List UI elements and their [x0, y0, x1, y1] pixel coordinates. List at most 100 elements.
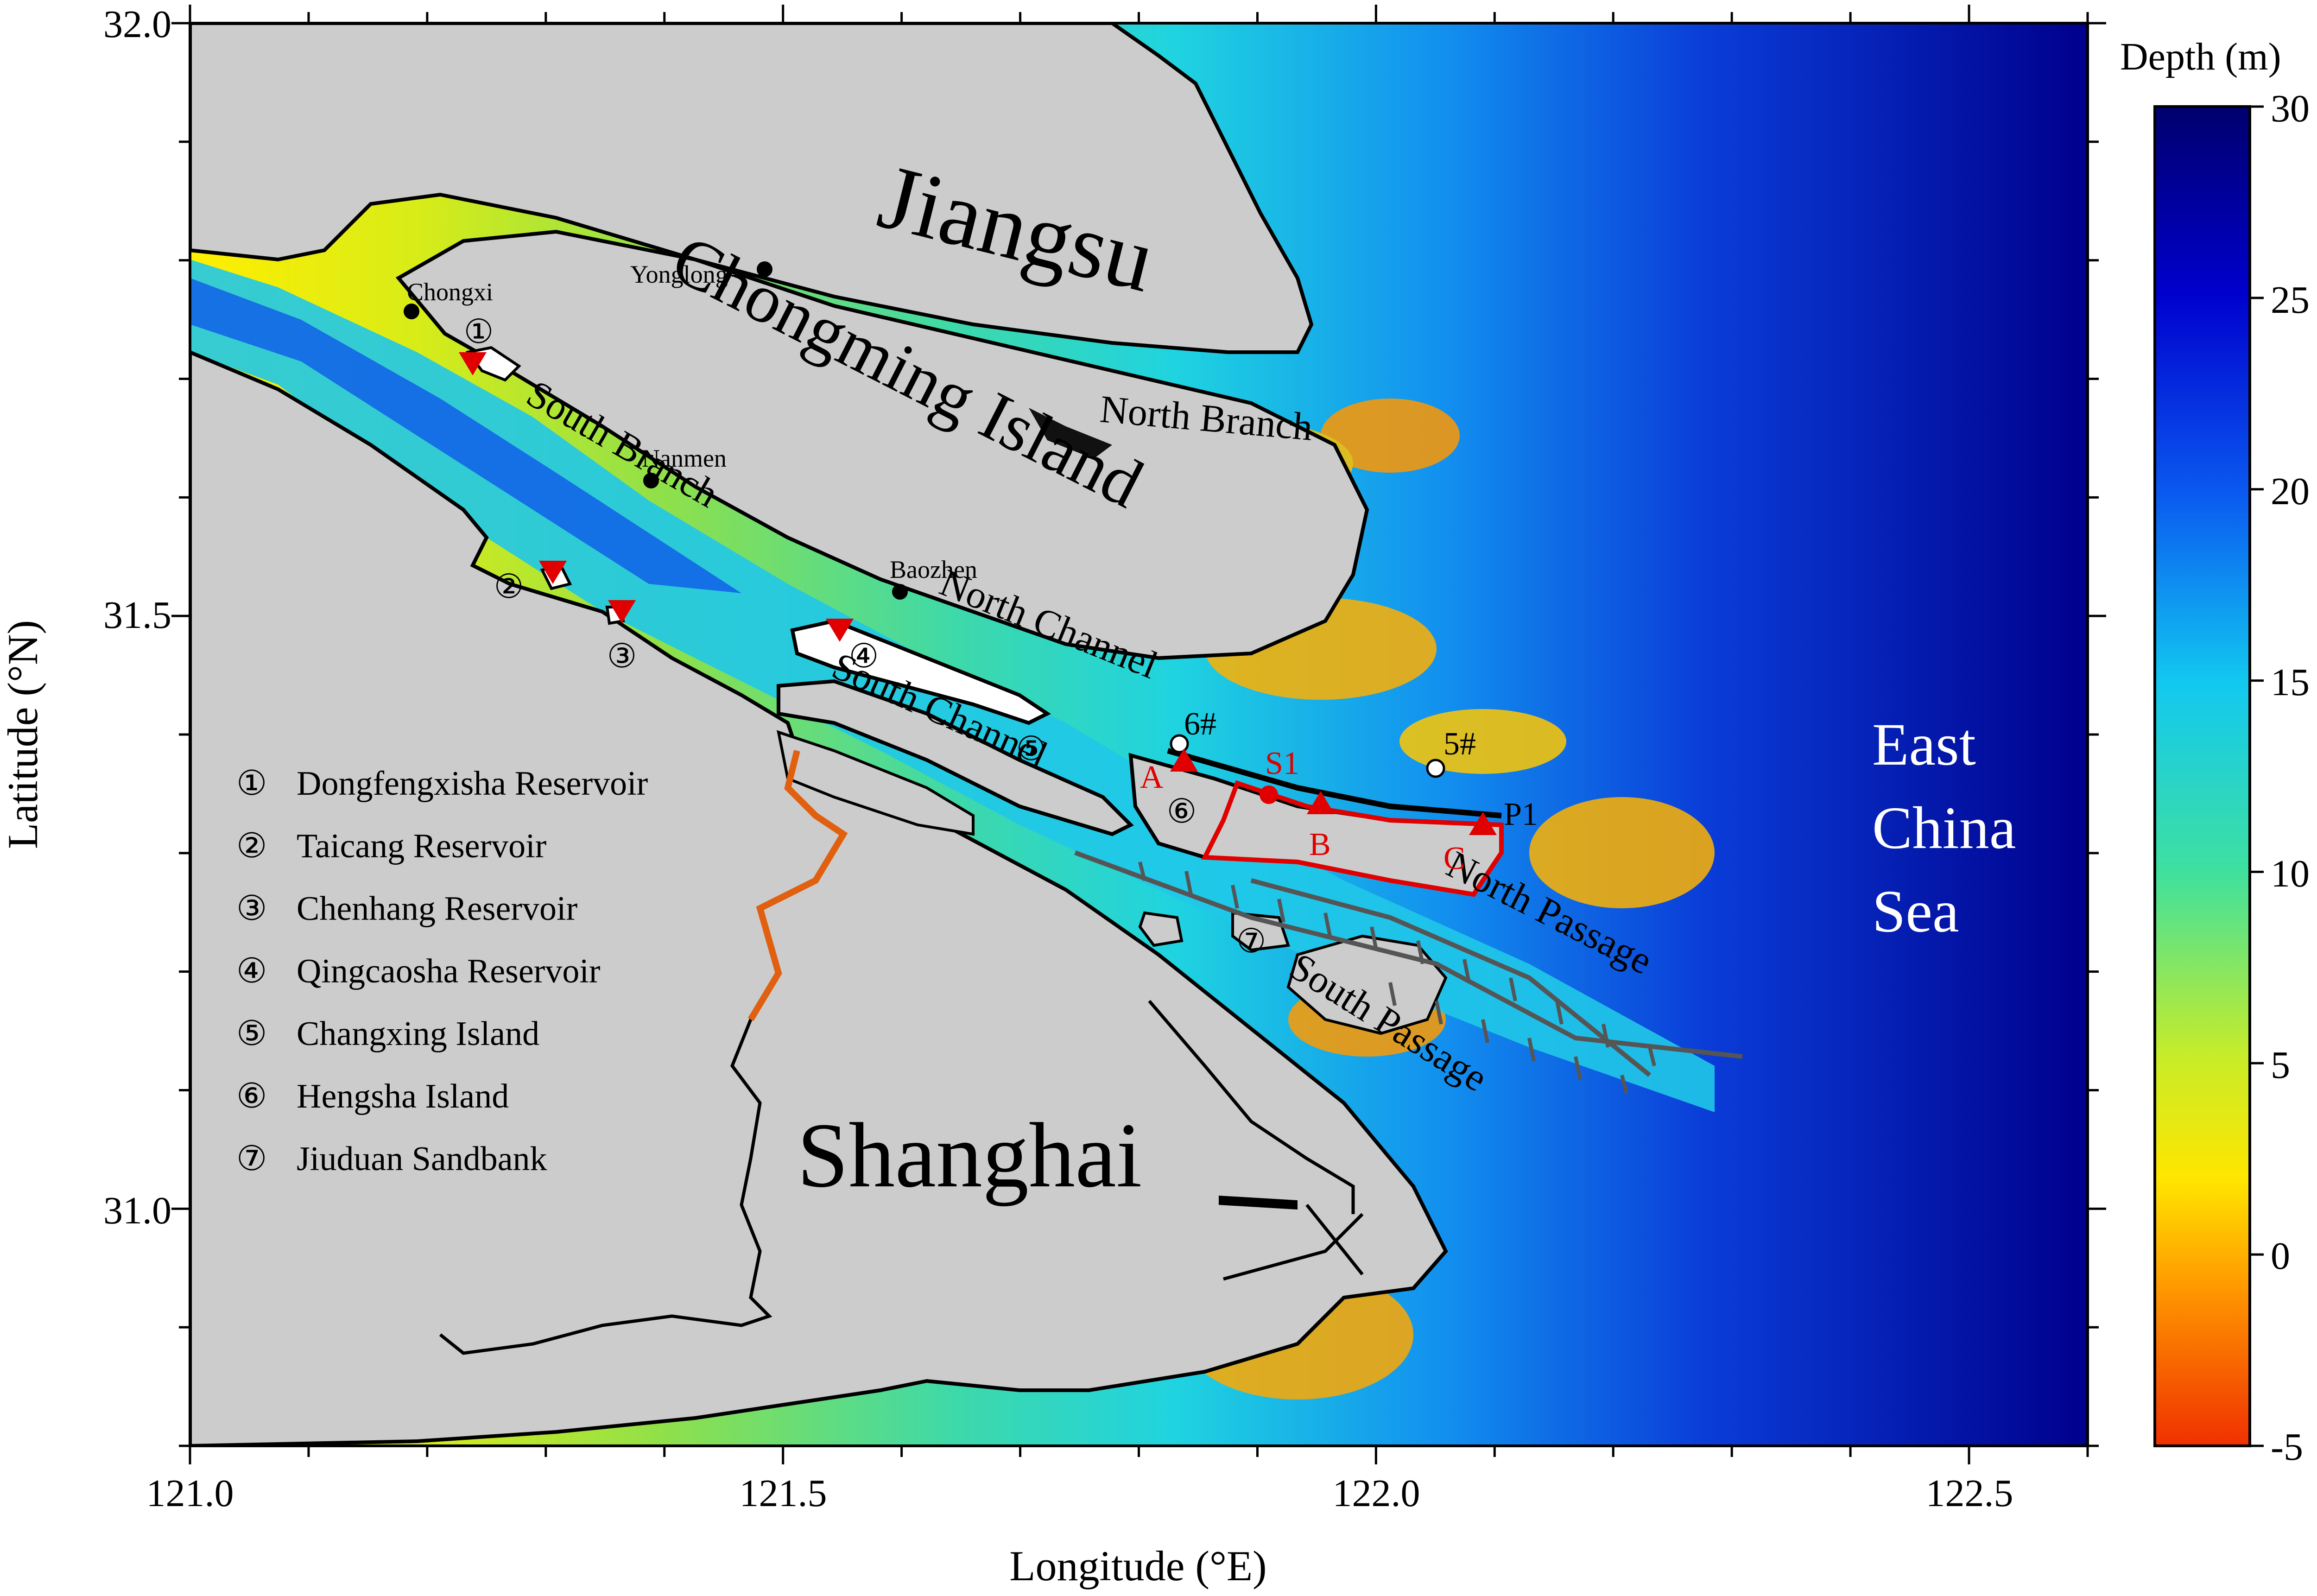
legend-text: Qingcaosha Reservoir	[297, 952, 601, 990]
legend-number: ⑦	[236, 1140, 267, 1178]
legend-text: Taicang Reservoir	[297, 827, 546, 865]
x-tick-label: 122.5	[1926, 1472, 2013, 1515]
intake-triangle	[539, 561, 567, 584]
map-number-markers: ① ② ③ ④ ⑤ ⑥ ⑦	[464, 313, 1266, 960]
sea-label-line: Sea	[1872, 878, 1959, 945]
region-label-east-china-sea: East China Sea	[1872, 711, 2016, 945]
map-frame	[171, 5, 2106, 1464]
marker-7: ⑦	[1236, 923, 1266, 960]
marker-2: ②	[494, 568, 524, 605]
x-tick-label: 122.0	[1333, 1472, 1420, 1515]
legend-text: Changxing Island	[297, 1015, 539, 1053]
colorbar-title: Depth (m)	[2120, 35, 2281, 78]
y-tick-label: 31.5	[103, 594, 171, 637]
station-label: Chongxi	[407, 278, 493, 306]
y-axis-label: Latitude (°N)	[0, 620, 46, 849]
region-label-shanghai: Shanghai	[797, 1104, 1142, 1207]
point-b-triangle	[1307, 791, 1335, 814]
station-label: Baozhen	[890, 556, 977, 583]
marker-1: ①	[464, 313, 494, 350]
sea-label-line: China	[1872, 795, 2016, 861]
station-label: 5#	[1443, 726, 1476, 762]
colorbar-tick-label: 30	[2271, 87, 2310, 130]
point-p1-label: P1	[1504, 797, 1538, 832]
legend-text: Jiuduan Sandbank	[297, 1140, 547, 1178]
marker-3: ③	[607, 638, 637, 675]
legend-number: ②	[236, 827, 267, 865]
x-tick-labels: 121.0 121.5 122.0 122.5	[146, 1472, 2013, 1515]
small-shoal-land	[1138, 911, 1184, 947]
marker-5: ⑤	[1016, 730, 1046, 767]
point-s1-label: S1	[1265, 746, 1299, 781]
legend-number: ⑥	[236, 1077, 267, 1115]
station-label: Nanmen	[642, 444, 727, 472]
shanghai-dam-bar	[1219, 1196, 1298, 1210]
colorbar-tick-label: 25	[2271, 279, 2310, 322]
point-p1-triangle	[1469, 812, 1497, 835]
colorbar-tick-label: 0	[2271, 1235, 2290, 1278]
legend-item: ③ Chenhang Reservoir	[236, 890, 577, 928]
legend-item: ⑥ Hengsha Island	[236, 1077, 509, 1115]
colorbar-tick-label: 20	[2271, 470, 2310, 513]
legend-text: Dongfengxisha Reservoir	[297, 765, 648, 803]
y-tick-label: 32.0	[103, 3, 171, 46]
station-markers: Chongxi Yonglong Nanmen Baozhen 6# 5#	[404, 260, 1476, 778]
reservoir-island-legend: ① Dongfengxisha Reservoir ② Taicang Rese…	[236, 765, 648, 1178]
jiuduan-sandbank-land	[1286, 934, 1448, 1035]
north-branch-sandbar	[1029, 408, 1112, 459]
intake-markers	[459, 352, 854, 642]
legend-item: ⑦ Jiuduan Sandbank	[236, 1140, 547, 1178]
x-tick-label: 121.0	[146, 1472, 234, 1515]
south-branch-deep	[190, 278, 741, 593]
jiangsu-land	[190, 23, 1314, 354]
shanghai-land	[190, 350, 1448, 1446]
x-tick-label: 121.5	[740, 1472, 827, 1515]
point-s1-dot	[1260, 785, 1278, 804]
hengsha-north-dike	[1167, 748, 1502, 818]
colorbar-tick-labels: 30 25 20 15 10 5 0 -5	[2271, 87, 2310, 1469]
legend-item: ④ Qingcaosha Reservoir	[236, 952, 601, 990]
colorbar-tick-label: 10	[2271, 852, 2310, 895]
legend-item: ① Dongfengxisha Reservoir	[236, 765, 648, 803]
point-a-label: A	[1140, 760, 1164, 795]
point-c-label: C	[1443, 841, 1465, 876]
point-a-triangle	[1170, 748, 1198, 772]
colorbar-tick-label: -5	[2271, 1425, 2303, 1469]
intake-triangle	[459, 352, 487, 375]
training-walls	[1074, 850, 1743, 1094]
station-dot	[404, 304, 419, 319]
legend-number: ③	[236, 890, 267, 928]
legend-number: ⑤	[236, 1015, 267, 1053]
station-dot	[757, 261, 772, 277]
marker-6: ⑥	[1167, 793, 1197, 830]
colorbar-tick-marks	[2250, 105, 2264, 1447]
depth-colorbar: Depth (m) 30 25 20 15 10 5 0 -5	[2120, 35, 2310, 1469]
legend-text: Chenhang Reservoir	[297, 890, 577, 928]
colorbar-tick-label: 15	[2271, 661, 2310, 704]
legend-number: ④	[236, 952, 267, 990]
station-dot	[892, 584, 908, 600]
station-dot	[643, 473, 659, 488]
intake-triangle	[608, 600, 636, 623]
legend-text: Hengsha Island	[297, 1077, 509, 1115]
y-tick-marks	[171, 22, 2106, 1447]
shanghai-inland-red-boundary	[747, 750, 848, 1021]
sea-label-line: East	[1872, 711, 1976, 778]
qingcaosha-reservoir	[790, 619, 1051, 725]
map-plot-area	[190, 23, 2088, 1446]
legend-number: ①	[236, 765, 267, 803]
station-dot-open	[1426, 759, 1445, 778]
point-b-label: B	[1309, 827, 1331, 862]
monitoring-points: A S1 B C P1	[1140, 746, 1538, 876]
y-tick-label: 31.0	[103, 1189, 171, 1232]
x-axis-label: Longitude (°E)	[1009, 1542, 1266, 1590]
marker-4: ④	[849, 638, 879, 675]
hengsha-reclamation-outline	[1201, 780, 1504, 897]
y-tick-labels: 32.0 31.5 31.0	[103, 3, 171, 1232]
colorbar-tick-label: 5	[2271, 1044, 2290, 1087]
intake-triangle	[826, 619, 854, 642]
legend-item: ⑤ Changxing Island	[236, 1015, 539, 1053]
station-label: 6#	[1184, 706, 1216, 742]
changxing-east-land	[777, 730, 975, 836]
